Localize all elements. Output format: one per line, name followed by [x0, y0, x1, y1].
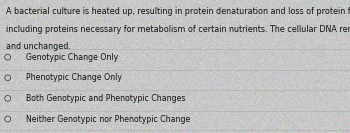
- Text: Genotypic Change Only: Genotypic Change Only: [26, 53, 119, 62]
- Text: including proteins necessary for metabolism of certain nutrients. The cellular D: including proteins necessary for metabol…: [6, 25, 350, 34]
- Text: Both Genotypic and Phenotypic Changes: Both Genotypic and Phenotypic Changes: [26, 94, 186, 103]
- Text: and unchanged.: and unchanged.: [6, 42, 70, 51]
- Text: Phenotypic Change Only: Phenotypic Change Only: [26, 73, 122, 82]
- Text: Neither Genotypic nor Phenotypic Change: Neither Genotypic nor Phenotypic Change: [26, 115, 190, 124]
- Text: A bacterial culture is heated up, resulting in protein denaturation and loss of : A bacterial culture is heated up, result…: [6, 7, 350, 16]
